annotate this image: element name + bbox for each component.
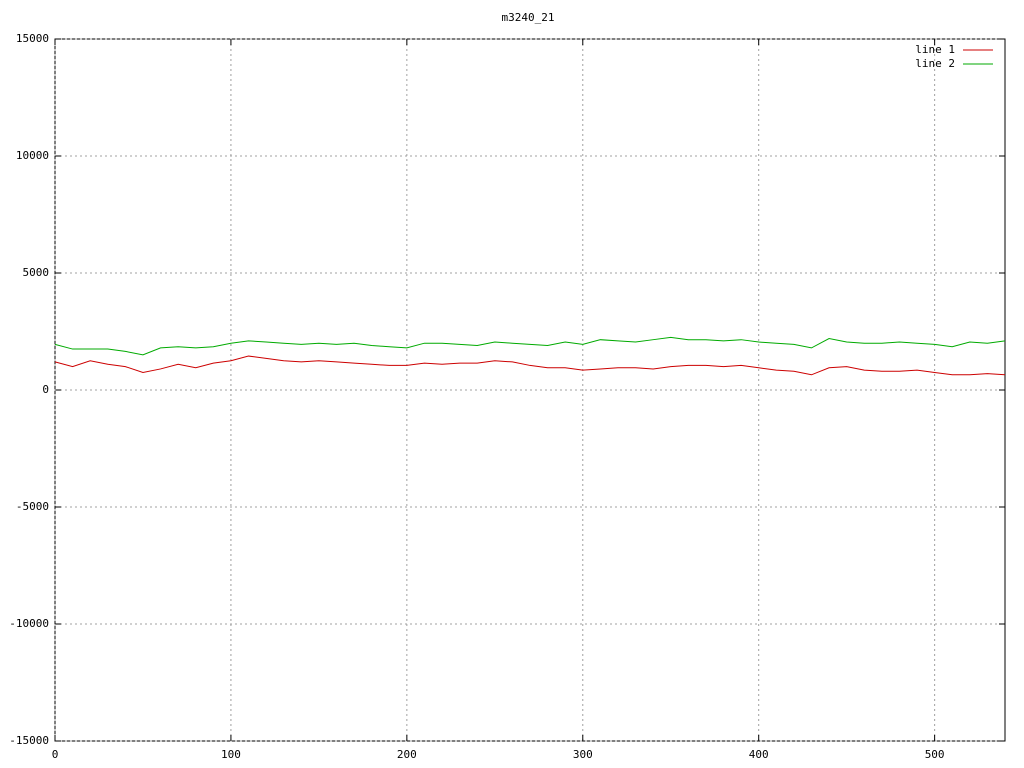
legend-label: line 2: [915, 57, 955, 70]
y-tick-label: 10000: [16, 149, 49, 162]
y-tick-label: 15000: [16, 32, 49, 45]
chart-title: m3240_21: [502, 11, 555, 24]
y-tick-label: -5000: [16, 500, 49, 513]
y-tick-label: -15000: [9, 734, 49, 747]
x-tick-label: 200: [397, 748, 417, 761]
x-tick-label: 400: [749, 748, 769, 761]
x-tick-label: 100: [221, 748, 241, 761]
y-tick-label: -10000: [9, 617, 49, 630]
legend-label: line 1: [915, 43, 955, 56]
x-tick-label: 500: [925, 748, 945, 761]
y-tick-label: 5000: [23, 266, 50, 279]
line-series: [54, 355, 1006, 376]
line-series: [54, 336, 1006, 356]
x-tick-label: 300: [573, 748, 593, 761]
y-tick-label: 0: [42, 383, 49, 396]
x-tick-label: 0: [52, 748, 59, 761]
